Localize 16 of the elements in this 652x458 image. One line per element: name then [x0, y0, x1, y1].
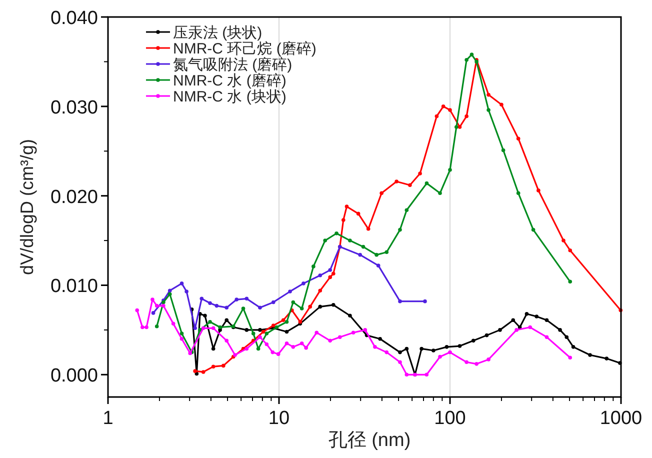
legend-label: NMR-C 水 (块状) [173, 88, 286, 106]
x-tick-label: 1 [102, 408, 114, 429]
legend-label: 压汞法 (块状) [173, 24, 262, 42]
y-tick-label: 0.000 [50, 366, 98, 387]
x-tick-label: 100 [434, 408, 466, 429]
legend-label: NMR-C 环己烷 (磨碎) [173, 40, 316, 58]
x-tick-label: 1000 [600, 408, 642, 429]
y-tick-label: 0.010 [50, 276, 98, 298]
y-tick-label: 0.040 [50, 8, 98, 29]
legend-label: NMR-C 水 (磨碎) [173, 72, 286, 90]
x-tick-label: 10 [268, 408, 290, 429]
y-tick-label: 0.020 [50, 186, 98, 208]
y-axis-title: dV/dlogD (cm³/g) [17, 138, 37, 276]
legend-label: 氮气吸附法 (磨碎) [173, 56, 292, 74]
x-axis-title: 孔径 (nm) [328, 430, 411, 451]
y-tick-label: 0.030 [50, 97, 98, 118]
